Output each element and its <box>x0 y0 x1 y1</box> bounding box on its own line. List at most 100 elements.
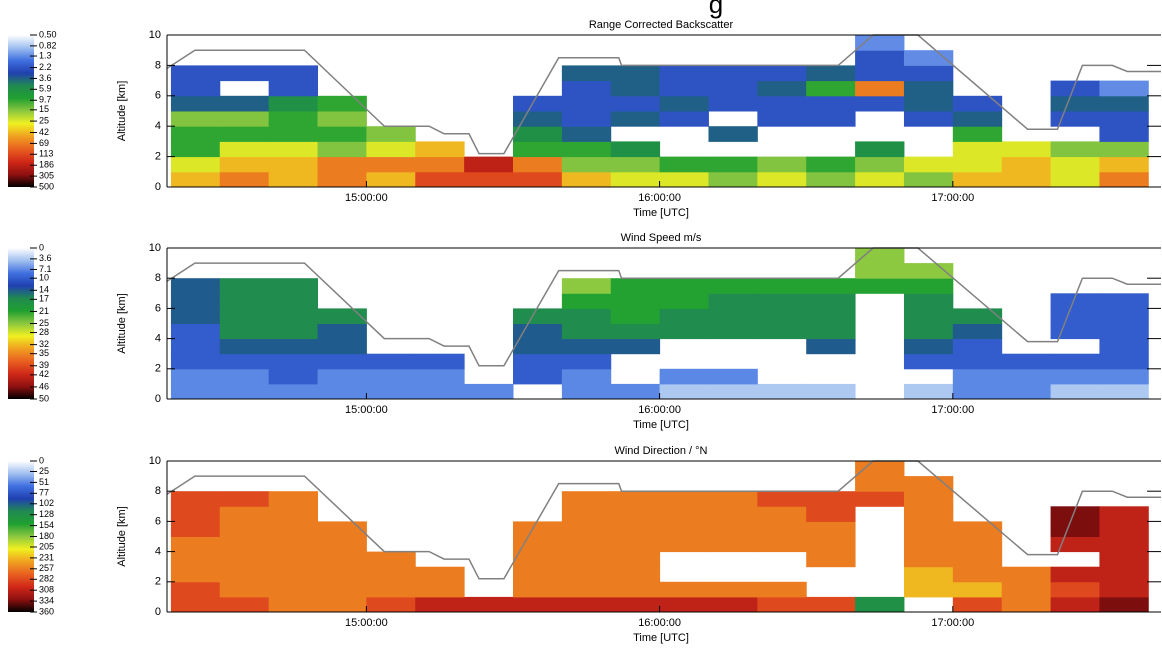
colorbar-tick-label: 2.2 <box>39 62 52 72</box>
data-cell <box>317 353 367 370</box>
data-cell <box>1099 596 1149 613</box>
colorbar-tick-label: 42 <box>39 369 49 379</box>
data-cell <box>268 368 319 385</box>
data-cell <box>855 596 905 613</box>
data-cell <box>1099 126 1149 142</box>
data-cell <box>219 551 270 568</box>
data-cell <box>366 566 416 583</box>
data-cell <box>1001 368 1052 385</box>
data-cell <box>806 338 856 355</box>
colorbar-tick-label: 21 <box>39 306 49 316</box>
data-cell <box>170 521 221 537</box>
data-cell <box>855 35 905 51</box>
data-cell <box>268 323 319 340</box>
data-cell <box>659 65 709 82</box>
data-cell <box>610 566 661 583</box>
panel: Wind Direction / °N Time [UTC] Altitude [k… <box>116 445 1161 644</box>
colorbar-scale <box>8 461 34 612</box>
data-cell <box>561 323 612 340</box>
colorbar-tick-label: 9.7 <box>39 95 52 105</box>
data-cell <box>1099 581 1149 598</box>
data-cell <box>806 521 856 537</box>
colorbar-tick-label: 0.82 <box>39 40 57 50</box>
data-cell <box>708 308 758 324</box>
data-cell <box>806 278 856 294</box>
data-cell <box>1099 95 1149 112</box>
data-cell <box>170 581 221 598</box>
y-tick-label: 6 <box>155 515 161 527</box>
colorbar-tick-label: 25 <box>39 318 49 328</box>
colorbar-scale <box>8 35 34 187</box>
data-cell <box>806 293 856 309</box>
flight-track <box>166 34 1161 155</box>
data-cell <box>415 171 465 188</box>
data-cell <box>561 65 612 82</box>
data-cell <box>806 551 856 568</box>
data-cell <box>561 141 612 158</box>
data-cell <box>757 95 807 112</box>
data-cell <box>1099 80 1149 97</box>
data-cell <box>757 506 807 522</box>
data-cell <box>757 323 807 340</box>
data-cell <box>855 491 905 507</box>
x-tick-label: 17:00:00 <box>931 617 974 629</box>
colorbar-tick-label: 205 <box>39 541 54 551</box>
data-cell <box>952 95 1003 112</box>
data-cell <box>561 308 612 324</box>
data-cell <box>170 383 221 400</box>
data-cell <box>170 111 221 127</box>
data-cell <box>561 596 612 613</box>
x-tick-label: 17:00:00 <box>931 404 974 416</box>
data-cell <box>219 383 270 400</box>
data-cell <box>757 308 807 324</box>
data-cell <box>512 308 563 324</box>
data-cell <box>561 551 612 568</box>
data-cell <box>317 536 367 553</box>
data-cell <box>170 338 221 355</box>
data-cell <box>1099 521 1149 537</box>
data-cell <box>219 65 270 82</box>
data-cell <box>708 95 758 112</box>
data-cell <box>1050 536 1100 553</box>
data-cell <box>561 491 612 507</box>
data-cell <box>659 506 709 522</box>
colorbar-tick-label: 308 <box>39 585 54 595</box>
data-cell <box>268 278 319 294</box>
colorbar-tick-label: 50 <box>39 393 49 403</box>
data-cell <box>268 581 319 598</box>
data-cell <box>708 536 758 553</box>
colorbar-scale <box>8 248 34 399</box>
data-cell <box>170 293 221 309</box>
data-cell <box>708 171 758 188</box>
data-cell <box>903 581 954 598</box>
data-cell <box>268 338 319 355</box>
data-cell <box>219 368 270 385</box>
data-cell <box>855 263 905 279</box>
data-cell <box>219 506 270 522</box>
data-cell <box>708 126 758 142</box>
colorbar-tick-label: 128 <box>39 509 54 519</box>
data-cell <box>268 171 319 188</box>
data-cell <box>219 566 270 583</box>
data-cell <box>366 596 416 613</box>
colorbar-tick-label: 113 <box>39 149 53 159</box>
data-cell <box>855 156 905 173</box>
data-cell <box>561 95 612 112</box>
data-cell <box>903 521 954 537</box>
data-cell <box>170 171 221 188</box>
data-cell <box>317 308 367 324</box>
data-cell <box>855 80 905 97</box>
data-cell <box>1050 95 1100 112</box>
data-cell <box>170 353 221 370</box>
colorbar-tick-label: 28 <box>39 327 49 337</box>
data-cell <box>903 171 954 188</box>
data-cell <box>512 141 563 158</box>
data-cell <box>317 566 367 583</box>
data-cell <box>268 506 319 522</box>
data-cell <box>806 491 856 507</box>
data-cell <box>1050 596 1100 613</box>
y-axis-label: Altitude [km] <box>116 506 128 567</box>
data-cell <box>1050 521 1100 537</box>
data-cell <box>268 596 319 613</box>
